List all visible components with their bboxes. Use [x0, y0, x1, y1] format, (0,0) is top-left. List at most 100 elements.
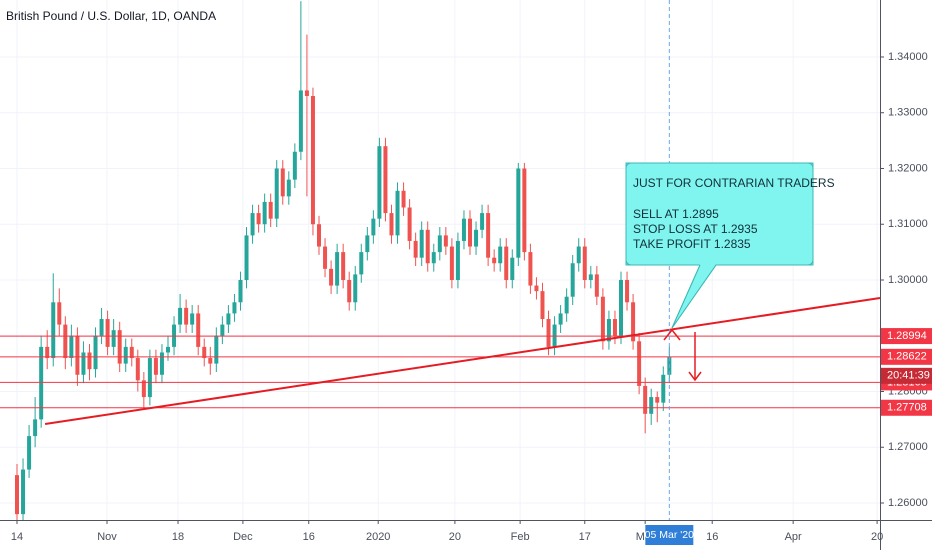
candle-body	[359, 252, 364, 275]
candle-body	[105, 319, 110, 347]
time-axis-bg	[0, 520, 932, 550]
candle-body	[594, 274, 599, 297]
candle-body	[619, 279, 624, 336]
level-tag-label: 1.27708	[887, 402, 927, 414]
candle-body	[631, 302, 636, 342]
candle-body	[498, 246, 503, 264]
candle-body	[298, 90, 303, 152]
countdown-label: 20:41:39	[887, 370, 930, 382]
candle-body	[582, 246, 587, 280]
candle-body	[262, 201, 267, 225]
y-tick-label: 1.32000	[888, 162, 928, 174]
x-tick-label: Feb	[511, 531, 530, 543]
candle-body	[600, 296, 605, 342]
candle-body	[365, 235, 370, 253]
y-tick-label: 1.27000	[888, 441, 928, 453]
candle-body	[190, 313, 195, 325]
candle-body	[576, 246, 581, 264]
overlay: JUST FOR CONTRARIAN TRADERS SELL AT 1.28…	[625, 162, 835, 382]
annotation-pointer-edge	[671, 264, 717, 329]
candle-body	[534, 285, 539, 292]
y-tick-label: 1.30000	[888, 274, 928, 286]
price-axis-bg	[880, 0, 932, 550]
y-tick-label: 1.33000	[888, 107, 928, 119]
candle-body	[407, 207, 412, 241]
candle-body	[51, 302, 56, 359]
x-tick-label: Nov	[97, 531, 117, 543]
x-tick-label: 18	[172, 531, 184, 543]
candle-body	[153, 358, 158, 375]
candle-body	[57, 302, 62, 325]
countdown-tag	[881, 367, 932, 384]
candle-body	[202, 346, 207, 359]
x-tick-label: 14	[11, 531, 23, 543]
annotation-text: TAKE PROFIT 1.2835	[633, 237, 751, 251]
candle-body	[558, 313, 563, 325]
candle-body	[280, 168, 285, 197]
annotation-body	[625, 162, 814, 266]
candle-body	[81, 352, 86, 375]
candle-body	[564, 296, 569, 314]
candle-body	[27, 436, 32, 470]
level-tag	[881, 328, 932, 345]
candle-body	[437, 235, 442, 253]
level-tag	[881, 399, 932, 416]
candle-body	[244, 235, 249, 280]
candle-body	[159, 352, 164, 375]
candle-body	[87, 352, 92, 370]
candle-body	[93, 335, 98, 370]
candle-body	[141, 380, 146, 398]
candle-body	[304, 90, 309, 97]
candle-body	[443, 235, 448, 247]
annotation-text: STOP LOSS AT 1.2935	[633, 222, 758, 236]
candle-body	[196, 313, 201, 347]
y-tick-label: 1.26000	[888, 497, 928, 509]
candle-body	[612, 319, 617, 336]
y-tick-label: 1.34000	[888, 51, 928, 63]
candle-body	[317, 224, 322, 247]
candle-body	[510, 257, 515, 280]
candle-body	[220, 324, 225, 336]
trendline	[44, 297, 881, 425]
candle-body	[166, 346, 171, 353]
chart-title: British Pound / U.S. Dollar, 1D, OANDA	[6, 9, 216, 23]
candle-body	[377, 146, 382, 219]
candle-body	[606, 319, 611, 342]
candle-body	[389, 213, 394, 236]
candle-body	[15, 475, 20, 515]
candle-body	[99, 319, 104, 336]
level-tag-label: 1.28994	[887, 330, 927, 342]
candle-body	[401, 190, 406, 208]
annotation-text: SELL AT 1.2895	[633, 207, 719, 221]
candle-body	[588, 274, 593, 280]
candle-body	[461, 218, 466, 241]
down-arrow-head	[688, 371, 702, 382]
candle-body	[480, 213, 485, 230]
candle-body	[256, 213, 261, 225]
candle-body	[274, 168, 279, 219]
candle-body	[540, 291, 545, 320]
candle-body	[286, 179, 291, 197]
candle-body	[413, 240, 418, 258]
candle-body	[353, 274, 358, 303]
candle-body	[546, 319, 551, 347]
candle-body	[21, 469, 26, 515]
candle-body	[111, 330, 116, 347]
candle-body	[625, 279, 630, 303]
candle-body	[178, 307, 183, 325]
candle-body	[147, 358, 152, 398]
candle-body	[371, 218, 376, 236]
candle-body	[323, 246, 328, 269]
x-tick-label: 16	[706, 531, 718, 543]
candle-body	[329, 268, 334, 286]
candle-body	[486, 213, 491, 258]
candle-body	[474, 229, 479, 247]
candle-body	[33, 419, 38, 437]
candle-body	[341, 252, 346, 280]
crosshair-label: 05 Mar '20	[645, 529, 694, 541]
x-tick-label: 20	[871, 531, 883, 543]
candle-body	[431, 252, 436, 264]
